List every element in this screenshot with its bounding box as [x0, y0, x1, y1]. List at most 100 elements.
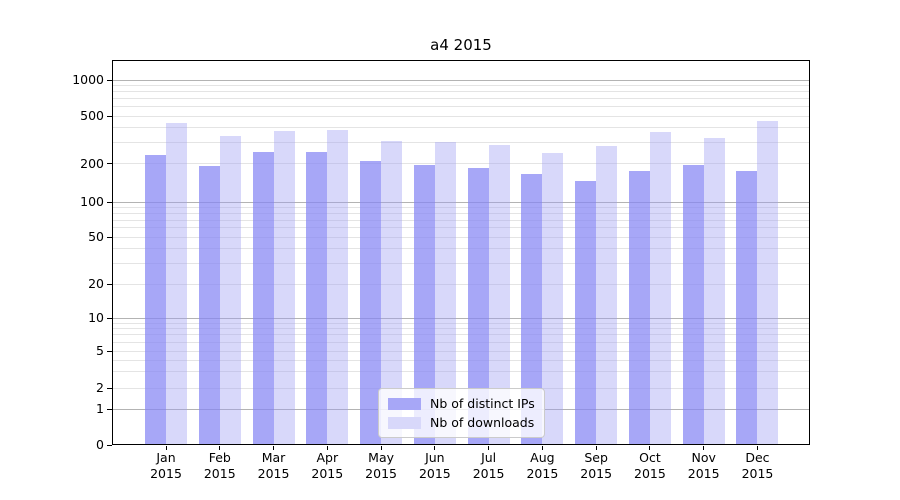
minor-gridline [112, 236, 810, 238]
legend-row-distinct-ips: Nb of distinct IPs [388, 396, 535, 411]
bar-distinct-ips [682, 164, 704, 445]
x-tick-mark [273, 446, 275, 450]
minor-gridline [112, 115, 810, 117]
x-tick-mark [541, 446, 543, 450]
x-tick-mark [219, 446, 221, 450]
legend-label-downloads: Nb of downloads [430, 415, 535, 430]
y-tick-mark [107, 350, 112, 352]
bar-downloads [757, 121, 779, 445]
minor-gridline [112, 350, 810, 352]
x-tick-label: Oct 2015 [634, 450, 666, 481]
legend-swatch-downloads-icon [388, 416, 421, 429]
y-tick-label: 100 [80, 194, 104, 209]
x-tick-mark [165, 446, 167, 450]
bar-downloads [542, 152, 564, 445]
legend: Nb of distinct IPs Nb of downloads [378, 388, 545, 438]
y-tick-mark [107, 444, 112, 446]
x-tick-label: Feb 2015 [203, 450, 236, 481]
x-tick-mark [326, 446, 328, 450]
bar-downloads [488, 145, 510, 445]
minor-gridline [112, 219, 810, 221]
y-tick-label: 1 [96, 401, 104, 416]
y-tick-label: 1000 [72, 72, 104, 87]
bar-distinct-ips [198, 166, 220, 445]
chart-title: a4 2015 [430, 36, 492, 54]
x-tick-mark [756, 446, 758, 450]
minor-gridline [112, 247, 810, 249]
y-tick-label: 500 [80, 108, 104, 123]
y-tick-mark [107, 283, 112, 285]
bar-downloads [703, 137, 725, 445]
y-tick-mark [107, 201, 112, 203]
x-tick-mark [649, 446, 651, 450]
x-tick-label: Jun 2015 [418, 450, 451, 481]
bar-downloads [381, 140, 403, 445]
y-tick-mark [107, 79, 112, 81]
minor-gridline [112, 328, 810, 330]
bar-distinct-ips [306, 151, 328, 445]
y-tick-label: 0 [96, 437, 104, 452]
bar-distinct-ips [413, 164, 435, 445]
bar-distinct-ips [736, 170, 758, 445]
x-tick-mark [380, 446, 382, 450]
minor-gridline [112, 84, 810, 86]
bar-downloads [649, 131, 671, 445]
x-tick-label: Apr 2015 [311, 450, 344, 481]
bar-distinct-ips [628, 170, 650, 445]
minor-gridline [112, 98, 810, 100]
minor-gridline [112, 334, 810, 336]
minor-gridline [112, 359, 810, 361]
bar-downloads [166, 123, 187, 445]
x-tick-label: Dec 2015 [741, 450, 774, 481]
bar-distinct-ips [145, 155, 166, 445]
x-tick-label: Jul 2015 [472, 450, 505, 481]
minor-gridline [112, 262, 810, 264]
x-tick-mark [488, 446, 490, 450]
plot-area: Nb of distinct IPs Nb of downloads [112, 60, 810, 445]
y-tick-mark [107, 236, 112, 238]
legend-swatch-distinct-ips-icon [388, 397, 421, 410]
y-tick-mark [107, 163, 112, 164]
y-tick-label: 10 [88, 310, 104, 325]
minor-gridline [112, 341, 810, 343]
bar-distinct-ips [360, 160, 382, 445]
x-tick-label: Aug 2015 [526, 450, 559, 481]
minor-gridline [112, 127, 810, 129]
legend-row-downloads: Nb of downloads [388, 415, 535, 430]
y-tick-mark [107, 408, 112, 410]
minor-gridline [112, 106, 810, 108]
bar-downloads [219, 135, 241, 445]
minor-gridline [112, 322, 810, 324]
minor-gridline [112, 212, 810, 214]
bar-distinct-ips [467, 167, 489, 445]
x-tick-label: Mar 2015 [257, 450, 290, 481]
y-tick-mark [107, 317, 112, 319]
x-tick-label: Jan 2015 [150, 450, 182, 481]
y-tick-mark [107, 115, 112, 117]
x-tick-label: Nov 2015 [687, 450, 720, 481]
bar-distinct-ips [575, 181, 597, 445]
y-tick-label: 20 [88, 276, 104, 291]
bar-distinct-ips [521, 174, 543, 445]
y-tick-label: 5 [96, 343, 104, 358]
x-tick-label: Sep 2015 [580, 450, 613, 481]
bar-downloads [327, 129, 349, 445]
y-tick-label: 200 [80, 155, 104, 171]
y-tick-mark [107, 387, 112, 389]
major-gridline [112, 317, 810, 319]
bar-downloads [434, 141, 456, 445]
y-tick-label: 50 [88, 229, 104, 244]
major-gridline [112, 79, 810, 81]
minor-gridline [112, 206, 810, 208]
minor-gridline [112, 371, 810, 373]
bar-downloads [273, 130, 295, 445]
x-tick-mark [595, 446, 597, 450]
minor-gridline [112, 91, 810, 93]
bar-downloads [596, 146, 618, 445]
y-tick-label: 2 [96, 380, 104, 395]
legend-label-distinct-ips: Nb of distinct IPs [430, 396, 535, 411]
x-tick-label: May 2015 [365, 450, 397, 481]
minor-gridline [112, 227, 810, 229]
major-gridline [112, 201, 810, 203]
